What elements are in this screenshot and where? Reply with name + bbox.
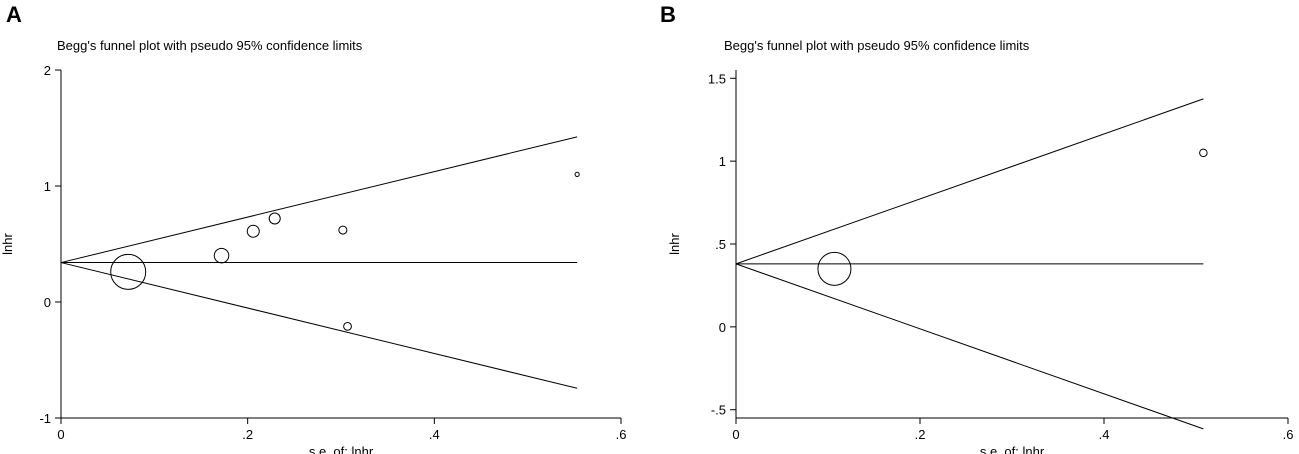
x-tick-label: .2	[915, 427, 926, 442]
study-point	[574, 171, 580, 177]
x-tick-label: .2	[242, 427, 253, 442]
study-point	[1199, 148, 1208, 158]
y-tick-label: 1	[44, 179, 51, 194]
study-point	[343, 321, 352, 331]
y-tick-label: -.5	[711, 403, 726, 418]
study-point	[110, 253, 147, 290]
x-axis-label: s.e. of: lnhr	[309, 444, 374, 454]
funnel-plot-panel-a: A Begg's funnel plot with pseudo 95% con…	[0, 2, 627, 454]
y-tick-label: 0	[719, 320, 726, 335]
chart-title: Begg's funnel plot with pseudo 95% confi…	[57, 38, 363, 53]
funnel-plot-a: 0 .2 .4 .6 -1 0 1 2 s.e. of: lnhr lnhr	[0, 63, 627, 454]
funnel-plot-b: 0 .2 .4 .6 -.5 0 .5 1 1.5 s.e. of: lnhr lnhr	[667, 70, 1294, 454]
lower-confidence-limit	[735, 263, 1204, 430]
y-axis-label: lnhr	[0, 232, 15, 254]
study-point	[817, 251, 852, 286]
chart-title: Begg's funnel plot with pseudo 95% confi…	[724, 38, 1030, 53]
x-tick-label: .4	[429, 427, 440, 442]
x-tick-label: 0	[732, 427, 739, 442]
y-tick-label: .5	[715, 237, 726, 252]
x-axis-label: s.e. of: lnhr	[980, 444, 1045, 454]
study-point	[268, 212, 281, 225]
study-point	[213, 247, 230, 264]
y-tick-label: 0	[44, 295, 51, 310]
y-axis-label: lnhr	[667, 232, 682, 254]
upper-confidence-limit	[60, 136, 578, 264]
lower-confidence-limit	[60, 262, 578, 389]
x-tick-label: .6	[1283, 427, 1294, 442]
study-point	[246, 224, 260, 238]
upper-confidence-limit	[735, 98, 1204, 265]
study-point	[338, 225, 348, 235]
y-tick-label: 1.5	[708, 71, 726, 86]
y-tick-label: -1	[39, 411, 51, 426]
funnel-plot-panel-b: B Begg's funnel plot with pseudo 95% con…	[660, 0, 1299, 454]
panel-label: B	[660, 2, 676, 27]
x-tick-label: .6	[616, 427, 627, 442]
panel-label: A	[6, 2, 22, 27]
x-tick-label: 0	[57, 427, 64, 442]
x-tick-label: .4	[1099, 427, 1110, 442]
y-tick-label: 2	[44, 63, 51, 78]
y-tick-label: 1	[719, 154, 726, 169]
